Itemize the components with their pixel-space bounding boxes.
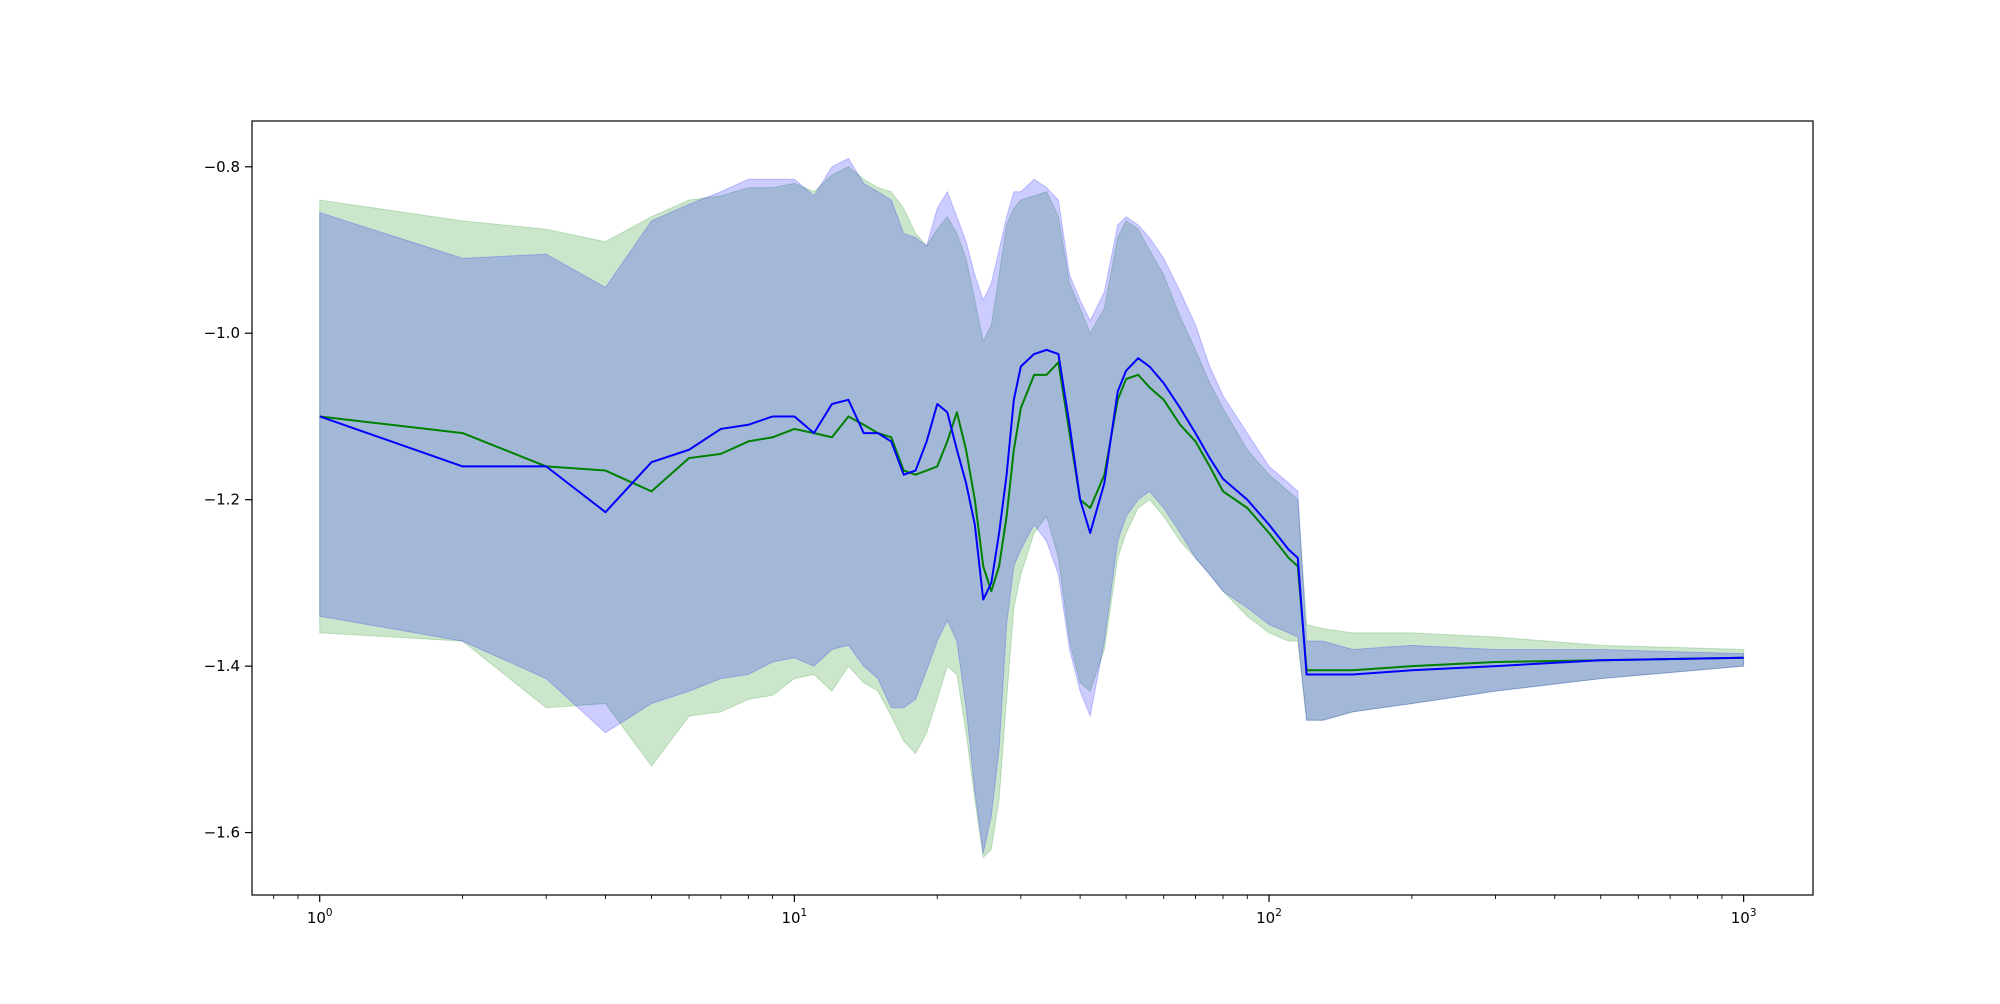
x-tick-label: 100 bbox=[307, 907, 333, 927]
y-tick-label: −1.4 bbox=[204, 657, 240, 675]
plot-frame bbox=[251, 120, 1814, 896]
y-tick-label: −1.0 bbox=[204, 324, 240, 342]
y-tick-label: −1.2 bbox=[204, 491, 240, 509]
confidence-band-1 bbox=[319, 166, 1745, 859]
y-axis: −0.8 −1.0 −1.2 −1.4 −1.6 bbox=[204, 158, 252, 842]
y-tick-label: −0.8 bbox=[204, 158, 240, 176]
series-line-2 bbox=[319, 348, 1744, 676]
x-tick-label: 103 bbox=[1731, 907, 1757, 927]
series-lines bbox=[319, 348, 1744, 676]
confidence-bands bbox=[319, 157, 1745, 859]
series-line-1 bbox=[319, 361, 1744, 672]
x-tick-label: 101 bbox=[781, 907, 807, 927]
x-tick-label: 102 bbox=[1256, 907, 1282, 927]
confidence-band-2 bbox=[319, 157, 1745, 854]
x-axis: 100 101 102 103 bbox=[273, 895, 1757, 927]
y-tick-label: −1.6 bbox=[204, 824, 240, 842]
